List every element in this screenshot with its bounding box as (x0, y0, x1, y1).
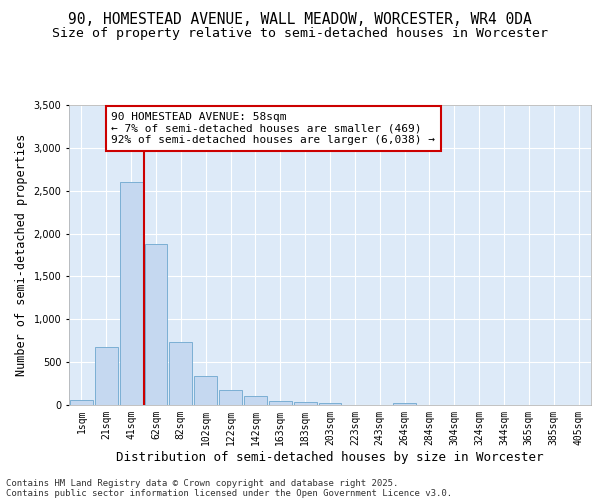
Bar (269, 401, 292, 405)
Text: 90, HOMESTEAD AVENUE, WALL MEADOW, WORCESTER, WR4 0DA: 90, HOMESTEAD AVENUE, WALL MEADOW, WORCE… (68, 12, 532, 28)
Bar (294, 402, 317, 405)
Bar (70, 400, 93, 405)
Text: Contains HM Land Registry data © Crown copyright and database right 2025.: Contains HM Land Registry data © Crown c… (6, 478, 398, 488)
X-axis label: Distribution of semi-detached houses by size in Worcester: Distribution of semi-detached houses by … (116, 450, 544, 464)
Bar (393, 403, 416, 405)
Bar (120, 182, 143, 405)
Bar (169, 342, 192, 405)
Y-axis label: Number of semi-detached properties: Number of semi-detached properties (15, 134, 28, 376)
Text: Contains public sector information licensed under the Open Government Licence v3: Contains public sector information licen… (6, 488, 452, 498)
Bar (219, 390, 242, 405)
Bar (319, 404, 341, 405)
Text: 90 HOMESTEAD AVENUE: 58sqm
← 7% of semi-detached houses are smaller (469)
92% of: 90 HOMESTEAD AVENUE: 58sqm ← 7% of semi-… (111, 112, 435, 145)
Bar (244, 396, 267, 405)
Bar (194, 376, 217, 405)
Bar (145, 244, 167, 405)
Text: Size of property relative to semi-detached houses in Worcester: Size of property relative to semi-detach… (52, 28, 548, 40)
Bar (95, 346, 118, 405)
